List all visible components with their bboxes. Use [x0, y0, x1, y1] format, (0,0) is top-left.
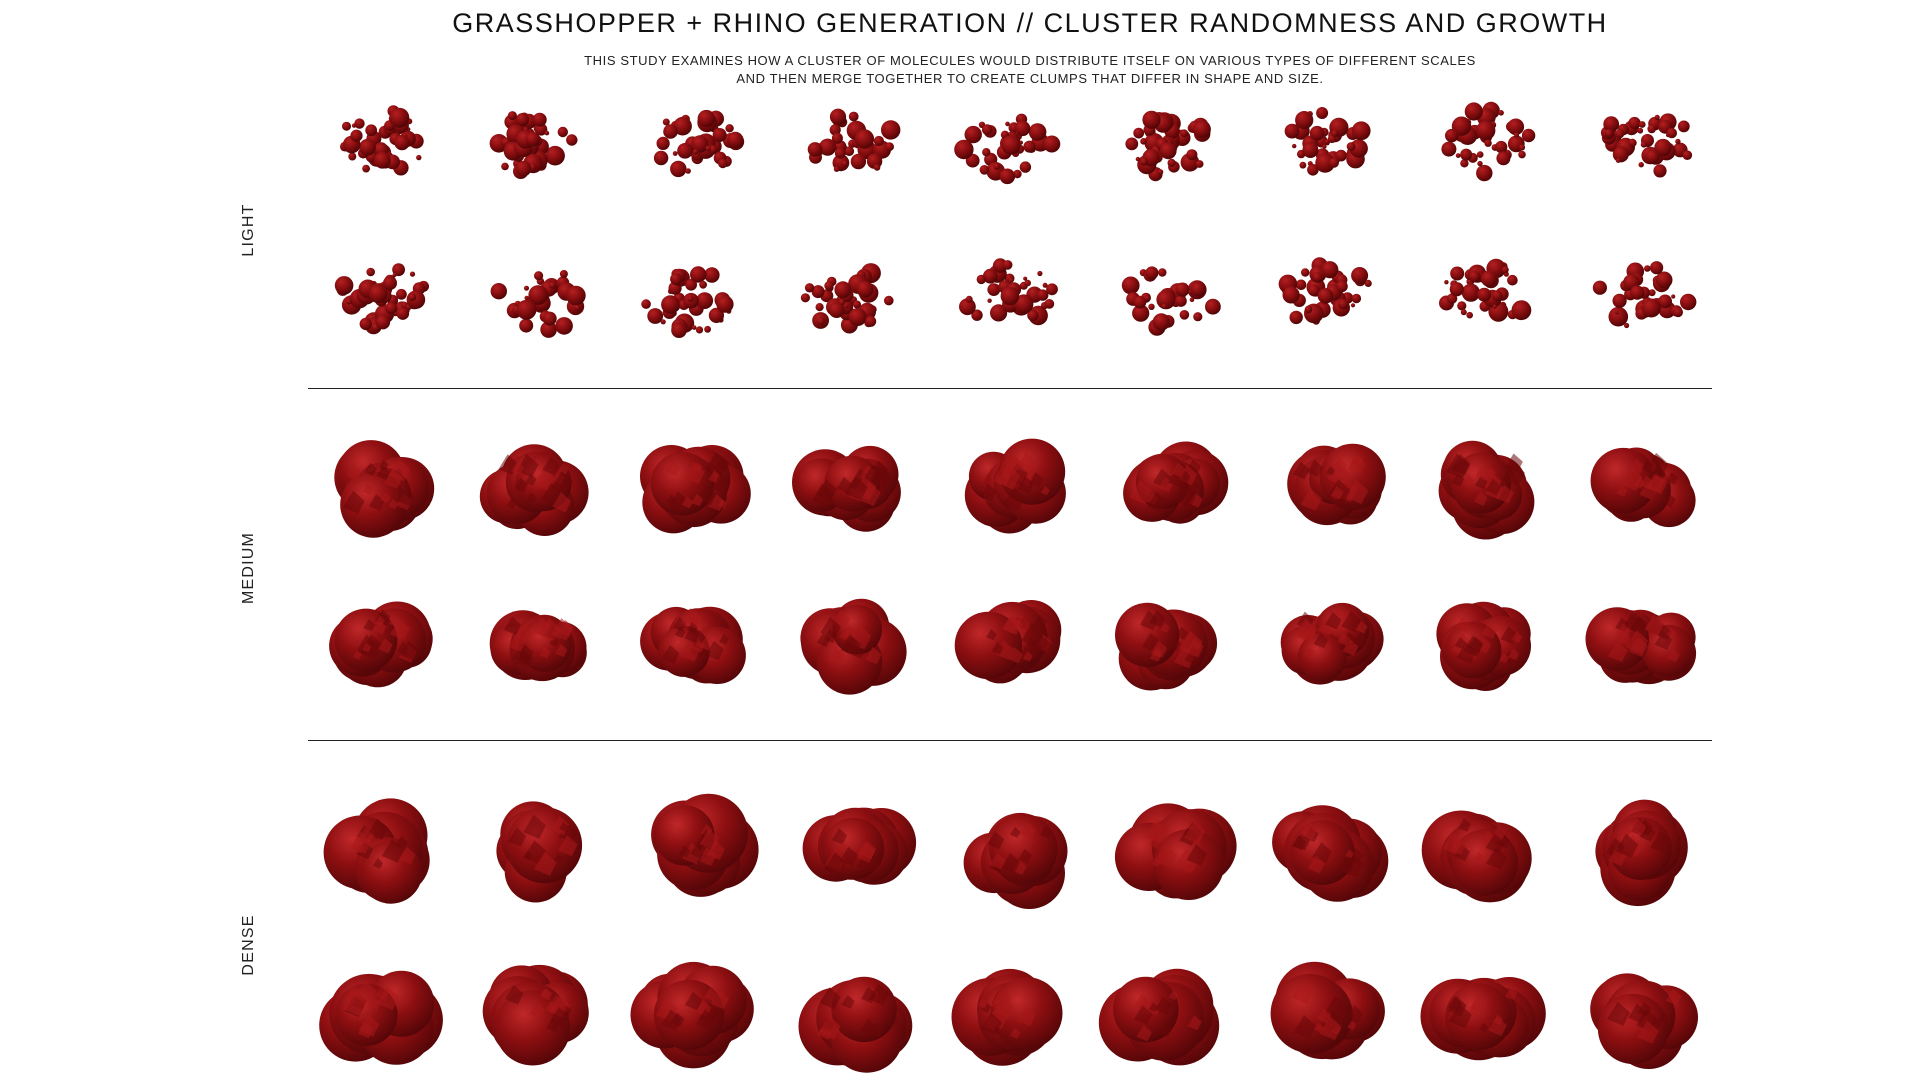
medium-cluster	[964, 438, 1066, 534]
light-cluster	[489, 111, 578, 179]
light-cluster	[807, 108, 901, 172]
dense-cluster	[951, 968, 1063, 1066]
light-cluster	[1125, 110, 1211, 182]
dense-cluster	[651, 793, 759, 897]
light-cluster	[1441, 101, 1536, 182]
light-cluster	[1600, 113, 1693, 178]
page-title: GRASSHOPPER + RHINO GENERATION // CLUSTE…	[452, 8, 1608, 38]
light-cluster	[1592, 261, 1697, 329]
dense-cluster	[482, 964, 589, 1066]
dense-cluster	[1421, 810, 1532, 903]
medium-cluster	[1438, 440, 1535, 540]
divider-light-medium	[308, 388, 1712, 389]
dense-cluster	[323, 798, 430, 904]
dense-cluster	[1590, 973, 1698, 1069]
medium-cluster	[800, 598, 907, 695]
light-cluster	[1439, 258, 1532, 322]
description-line-1: THIS STUDY EXAMINES HOW A CLUSTER OF MOL…	[584, 53, 1476, 68]
light-cluster	[340, 105, 424, 176]
medium-cluster	[640, 445, 751, 534]
dense-cluster	[319, 970, 443, 1065]
medium-cluster	[1436, 601, 1531, 691]
medium-cluster	[1585, 607, 1697, 685]
light-cluster	[641, 266, 734, 339]
dense-cluster	[963, 812, 1068, 909]
dense-cluster	[798, 976, 913, 1073]
dense-cluster	[1098, 968, 1220, 1066]
light-cluster	[653, 109, 745, 178]
light-cluster	[1284, 107, 1371, 176]
dense-cluster	[630, 961, 754, 1069]
dense-cluster	[1114, 803, 1237, 900]
medium-cluster	[1123, 441, 1229, 524]
dense-cluster	[1595, 799, 1688, 907]
light-cluster	[959, 258, 1058, 326]
medium-cluster	[1115, 602, 1218, 691]
dense-cluster	[1420, 977, 1546, 1061]
medium-cluster	[1590, 447, 1696, 528]
medium-cluster	[792, 445, 901, 532]
medium-cluster	[1287, 443, 1386, 526]
medium-cluster	[479, 444, 589, 536]
light-cluster	[1121, 266, 1221, 336]
medium-cluster	[640, 606, 746, 684]
light-cluster	[954, 113, 1061, 185]
medium-cluster	[1280, 602, 1384, 685]
light-cluster	[334, 263, 429, 335]
medium-cluster	[489, 610, 587, 682]
light-cluster	[800, 263, 894, 334]
light-cluster	[1278, 257, 1372, 325]
medium-cluster	[334, 440, 435, 538]
dense-cluster	[802, 807, 917, 885]
dense-cluster	[496, 801, 583, 903]
description-line-2: AND THEN MERGE TOGETHER TO CREATE CLUMPS…	[736, 71, 1324, 86]
medium-cluster	[954, 600, 1062, 684]
dense-cluster	[1270, 961, 1385, 1060]
medium-cluster	[329, 601, 433, 688]
divider-medium-dense	[308, 740, 1712, 741]
light-cluster	[490, 270, 586, 338]
dense-cluster	[1272, 805, 1389, 902]
